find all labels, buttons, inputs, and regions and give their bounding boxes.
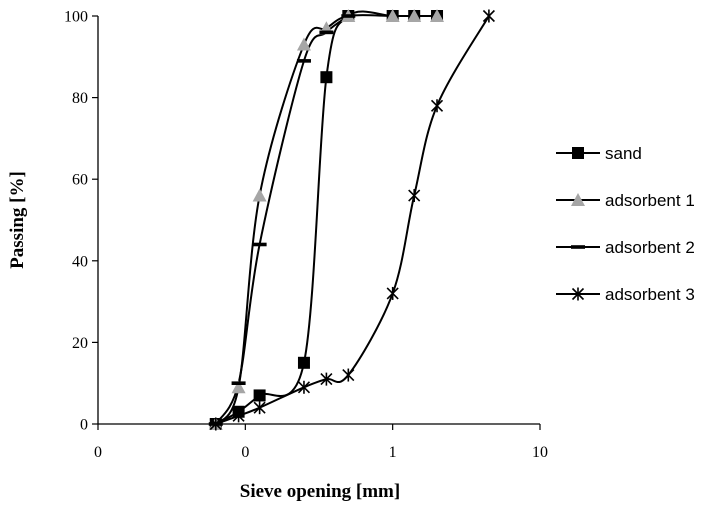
y-tick-label: 80 — [72, 90, 88, 107]
series-lines — [214, 10, 490, 425]
x-axis-title: Sieve opening [mm] — [240, 481, 400, 502]
data-point-series-4 — [297, 380, 311, 394]
data-point-series-2 — [296, 37, 311, 51]
y-tick-label: 100 — [64, 9, 88, 26]
data-point-series-3 — [319, 30, 334, 35]
y-axis-title: Passing [%] — [7, 171, 28, 269]
data-point-series-4 — [232, 409, 245, 423]
data-point-series-2 — [430, 9, 445, 22]
data-point-series-3 — [252, 242, 267, 247]
data-point-series-2 — [231, 380, 246, 394]
data-point-series-1 — [320, 71, 333, 84]
axes — [97, 16, 540, 425]
series-line-2 — [214, 14, 438, 425]
legend-marker — [571, 287, 585, 301]
data-point-series-4 — [342, 368, 355, 382]
data-point-series-2 — [385, 9, 400, 22]
data-point-series-4 — [253, 401, 266, 415]
data-point-series-3 — [231, 381, 246, 385]
y-tick-label: 40 — [72, 253, 88, 270]
x-tick-label: 0 — [94, 444, 102, 461]
data-point-series-4 — [408, 189, 421, 203]
x-tick-label: 1 — [389, 444, 397, 461]
legend-marker — [571, 193, 585, 206]
y-tick-label: 0 — [80, 417, 88, 434]
legend-item: sand — [556, 144, 642, 163]
legend-item: adsorbent 2 — [556, 238, 695, 257]
x-tick-label: 0 — [241, 444, 249, 461]
y-tick-label: 60 — [72, 172, 88, 189]
data-point-series-3 — [296, 59, 311, 63]
legend-marker — [572, 147, 584, 159]
data-point-series-2 — [407, 9, 422, 22]
data-point-series-1 — [297, 356, 310, 369]
data-point-series-4 — [386, 286, 399, 300]
y-ticks: 0 20 40 60 80 100 — [64, 9, 98, 434]
data-point-series-3 — [341, 14, 356, 18]
series-markers — [208, 9, 495, 431]
data-point-series-1 — [253, 389, 266, 402]
legend-label: adsorbent 3 — [605, 285, 695, 304]
x-tick-label: 10 — [532, 444, 548, 461]
data-point-series-4 — [209, 417, 222, 431]
data-point-series-2 — [252, 188, 267, 202]
legend: sand adsorbent 1 adsorbent 2 adsorbent 3 — [556, 144, 695, 304]
legend-item: adsorbent 3 — [556, 285, 695, 304]
x-ticks: 0 0 1 10 — [94, 424, 548, 461]
legend-label: adsorbent 2 — [605, 238, 695, 257]
legend-item: adsorbent 1 — [556, 191, 695, 210]
y-tick-label: 20 — [72, 335, 88, 352]
legend-label: sand — [605, 144, 642, 163]
legend-marker — [571, 245, 585, 249]
data-point-series-4 — [482, 9, 495, 23]
legend-label: adsorbent 1 — [605, 191, 695, 210]
data-point-series-4 — [430, 99, 444, 113]
data-point-series-4 — [320, 372, 333, 386]
